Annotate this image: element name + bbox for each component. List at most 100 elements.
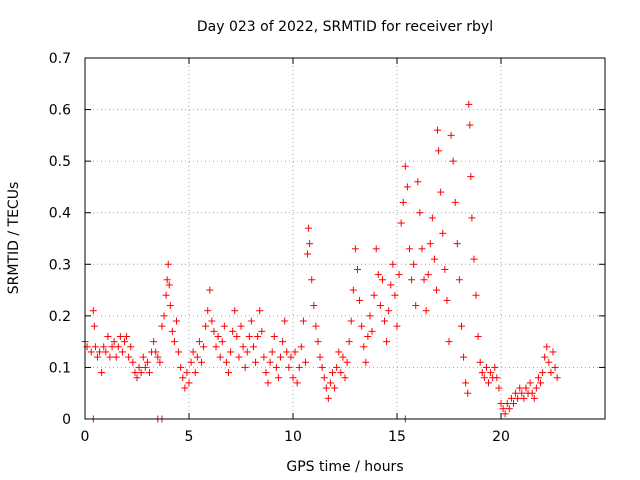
data-point-marker <box>102 348 110 356</box>
data-point-marker <box>391 291 399 299</box>
data-point-marker <box>337 369 345 377</box>
data-point-marker <box>96 348 104 356</box>
data-point-marker <box>241 363 249 371</box>
data-point-marker <box>154 353 162 361</box>
data-point-marker <box>462 379 470 387</box>
data-point-marker <box>204 307 212 315</box>
data-point-marker <box>158 322 166 330</box>
data-point-marker <box>185 379 193 387</box>
data-point-marker <box>453 240 461 248</box>
data-point-marker <box>127 343 135 351</box>
data-point-marker <box>308 276 316 284</box>
data-point-marker <box>114 343 122 351</box>
y-tick-label: 0.5 <box>49 154 71 170</box>
data-point-marker <box>316 353 324 361</box>
y-tick-label: 0.4 <box>49 206 71 222</box>
data-point-marker <box>208 317 216 325</box>
x-tick-label: 10 <box>284 429 302 445</box>
data-point-marker <box>216 353 224 361</box>
data-point-marker <box>129 358 137 366</box>
data-point-marker <box>193 353 201 361</box>
data-point-marker <box>353 265 361 273</box>
data-point-marker <box>297 343 305 351</box>
data-point-marker <box>277 353 285 361</box>
data-point-marker <box>437 188 445 196</box>
data-point-marker <box>220 322 228 330</box>
x-tick-label: 15 <box>388 429 406 445</box>
data-point-marker <box>381 317 389 325</box>
y-axis-label: SRMTID / TECUs <box>6 182 22 295</box>
data-point-marker <box>163 276 171 284</box>
data-point-marker <box>112 353 120 361</box>
x-axis-ticks: 0 5 10 15 20 <box>81 58 510 445</box>
data-point-marker <box>320 374 328 382</box>
data-point-marker <box>274 374 282 382</box>
data-point-marker <box>283 348 291 356</box>
y-tick-label: 0.6 <box>49 103 71 119</box>
data-point-marker <box>385 307 393 315</box>
data-point-marker <box>133 374 141 382</box>
data-point-marker <box>214 332 222 340</box>
data-point-marker <box>324 394 332 402</box>
y-tick-label: 0 <box>62 412 71 428</box>
data-point-marker <box>162 291 170 299</box>
data-point-marker <box>229 327 237 335</box>
data-point-marker <box>441 265 449 273</box>
data-point-marker <box>231 307 239 315</box>
data-point-marker <box>235 353 243 361</box>
data-point-marker <box>165 281 173 289</box>
data-point-marker <box>210 327 218 335</box>
data-point-marker <box>183 369 191 377</box>
data-point-marker <box>539 369 547 377</box>
data-point-marker <box>522 384 530 392</box>
data-point-marker <box>173 317 181 325</box>
data-points <box>81 100 561 423</box>
data-point-marker <box>116 332 124 340</box>
data-point-marker <box>310 302 318 310</box>
data-point-marker <box>445 338 453 346</box>
x-tick-label: 5 <box>185 429 194 445</box>
data-point-marker <box>534 374 542 382</box>
data-point-marker <box>547 369 555 377</box>
data-point-marker <box>225 369 233 377</box>
data-point-marker <box>466 121 474 129</box>
data-point-marker <box>191 369 199 377</box>
data-point-marker <box>266 358 274 366</box>
data-point-marker <box>426 240 434 248</box>
data-point-marker <box>333 363 341 371</box>
data-point-marker <box>430 255 438 263</box>
data-point-marker <box>543 343 551 351</box>
data-point-marker <box>285 363 293 371</box>
y-tick-label: 0.7 <box>49 51 71 67</box>
data-point-marker <box>339 353 347 361</box>
data-point-marker <box>218 338 226 346</box>
data-point-marker <box>254 332 262 340</box>
data-point-marker <box>387 281 395 289</box>
data-point-marker <box>293 379 301 387</box>
data-point-marker <box>314 338 322 346</box>
x-axis-label: GPS time / hours <box>286 459 403 475</box>
data-point-marker <box>464 389 472 397</box>
data-point-marker <box>98 369 106 377</box>
data-point-marker <box>189 348 197 356</box>
data-point-marker <box>470 255 478 263</box>
data-point-marker <box>104 332 112 340</box>
data-point-marker <box>514 394 522 402</box>
data-point-marker <box>281 317 289 325</box>
data-point-marker <box>125 353 133 361</box>
data-point-marker <box>131 369 139 377</box>
data-point-marker <box>145 369 153 377</box>
data-point-marker <box>106 353 114 361</box>
data-point-marker <box>135 363 143 371</box>
data-point-marker <box>443 296 451 304</box>
data-point-marker <box>295 363 303 371</box>
data-point-marker <box>482 363 490 371</box>
data-point-marker <box>195 338 203 346</box>
data-point-marker <box>170 338 178 346</box>
data-point-marker <box>164 260 172 268</box>
data-point-marker <box>403 183 411 191</box>
data-point-marker <box>152 348 160 356</box>
data-point-marker <box>349 286 357 294</box>
data-point-marker <box>139 353 147 361</box>
data-point-marker <box>383 338 391 346</box>
